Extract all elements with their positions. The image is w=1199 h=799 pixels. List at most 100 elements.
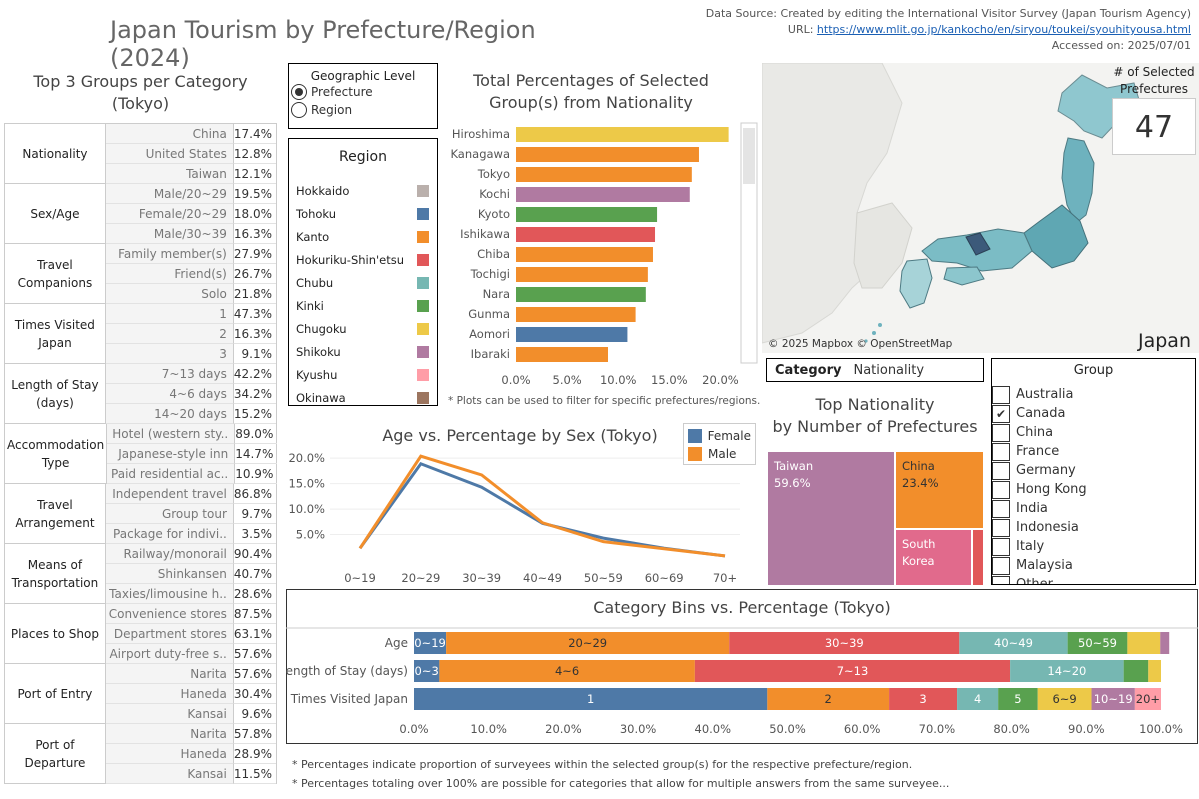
top3-row[interactable]: Package for indivi.. 3.5% (105, 524, 276, 544)
bins-segment[interactable] (1160, 632, 1170, 654)
region-legend-item[interactable]: Chugoku (289, 317, 437, 340)
prefecture-bar[interactable] (516, 227, 656, 242)
top3-row[interactable]: Female/20~29 18.0% (105, 204, 276, 224)
top3-row[interactable]: Shinkansen 40.7% (105, 564, 276, 584)
checkbox-empty-icon[interactable] (992, 423, 1010, 442)
top3-row[interactable]: China 17.4% (105, 124, 276, 144)
radio-region[interactable]: Region (289, 101, 437, 119)
checkbox-empty-icon[interactable] (992, 461, 1010, 480)
top3-row[interactable]: 3 9.1% (105, 344, 276, 364)
region-legend-item[interactable]: Kinki (289, 294, 437, 317)
treemap-cell-taiwan[interactable]: Taiwan 59.6% (768, 452, 894, 585)
top3-row[interactable]: Japanese-style inn 14.7% (107, 444, 278, 464)
prefecture-bar[interactable] (516, 267, 648, 282)
checkbox-empty-icon[interactable] (992, 385, 1010, 404)
bins-segment[interactable] (1067, 632, 1128, 654)
region-legend-item[interactable]: Okinawa (289, 386, 437, 409)
source-url-link[interactable]: https://www.mlit.go.jp/kankocho/en/siryo… (816, 23, 1191, 36)
top3-row[interactable]: 7~13 days 42.2% (105, 364, 276, 384)
prefecture-bar[interactable] (516, 347, 608, 362)
group-checkbox-item[interactable]: Australia (992, 385, 1195, 404)
checkbox-empty-icon[interactable] (992, 480, 1010, 499)
prefecture-bar[interactable] (516, 327, 628, 342)
top3-row[interactable]: United States 12.8% (105, 144, 276, 164)
nationality-treemap[interactable]: Taiwan 59.6% China 23.4% South Korea (768, 452, 983, 585)
bins-segment[interactable] (1037, 688, 1092, 710)
group-checkbox-item[interactable]: Indonesia (992, 518, 1195, 537)
group-checkbox-item[interactable]: Italy (992, 537, 1195, 556)
group-checkbox-item[interactable]: Hong Kong (992, 480, 1195, 499)
top3-row[interactable]: Family member(s) 27.9% (105, 244, 276, 264)
top3-row[interactable]: 4~6 days 34.2% (105, 384, 276, 404)
bins-segment[interactable] (1091, 688, 1135, 710)
region-legend-item[interactable]: Shikoku (289, 340, 437, 363)
top3-row[interactable]: Kansai 9.6% (105, 704, 276, 724)
bins-segment[interactable] (957, 688, 999, 710)
prefecture-bar-chart[interactable]: Hiroshima Kanagawa Tokyo Kochi Kyoto Ishikawa… (440, 118, 760, 393)
treemap-cell-china[interactable]: China 23.4% (896, 452, 983, 528)
treemap-cell-other[interactable] (973, 530, 983, 585)
bins-segment[interactable] (1123, 660, 1149, 682)
checkbox-empty-icon[interactable] (992, 537, 1010, 556)
prefecture-bar[interactable] (516, 127, 729, 142)
top3-row[interactable]: Department stores 63.1% (105, 624, 276, 644)
prefecture-bar[interactable] (516, 167, 692, 182)
bins-segment[interactable] (414, 632, 447, 654)
region-legend-item[interactable]: Tohoku (289, 202, 437, 225)
group-checkbox-item[interactable]: Malaysia (992, 556, 1195, 575)
bins-segment[interactable] (694, 660, 1011, 682)
top3-row[interactable]: Group tour 9.7% (105, 504, 276, 524)
category-bins-chart[interactable]: Age 0~19 20~29 30~39 40~49 50~59 Length of Sta… (286, 620, 1198, 742)
region-legend-item[interactable]: Kyushu (289, 363, 437, 386)
group-checkbox-item[interactable]: ✔ Canada (992, 404, 1195, 423)
prefecture-bar[interactable] (516, 207, 658, 222)
group-checkbox-item[interactable]: Germany (992, 461, 1195, 480)
bins-segment[interactable] (959, 632, 1068, 654)
bins-segment[interactable] (1010, 660, 1124, 682)
prefecture-bar[interactable] (516, 307, 636, 322)
group-checkbox-item[interactable]: India (992, 499, 1195, 518)
prefecture-bar[interactable] (516, 247, 653, 262)
top3-row[interactable]: Kansai 11.5% (105, 764, 276, 784)
top3-row[interactable]: Paid residential ac.. 10.9% (107, 464, 278, 484)
prefecture-bar[interactable] (516, 147, 699, 162)
bins-segment[interactable] (767, 688, 890, 710)
group-checkbox-item[interactable]: France (992, 442, 1195, 461)
bins-segment[interactable] (889, 688, 958, 710)
line-series-male[interactable] (358, 454, 726, 558)
bar-scrollbar-thumb[interactable] (743, 128, 755, 184)
top3-row[interactable]: Male/30~39 16.3% (105, 224, 276, 244)
prefecture-bar[interactable] (516, 187, 690, 202)
bins-segment[interactable] (1134, 688, 1161, 710)
top3-row[interactable]: Independent travel 86.8% (105, 484, 276, 504)
top3-row[interactable]: Friend(s) 26.7% (105, 264, 276, 284)
top3-row[interactable]: Narita 57.8% (105, 724, 276, 744)
bins-segment[interactable] (414, 660, 440, 682)
radio-prefecture[interactable]: Prefecture (289, 83, 437, 101)
prefecture-bar[interactable] (516, 287, 646, 302)
bins-segment[interactable] (439, 660, 695, 682)
top3-row[interactable]: Narita 57.6% (105, 664, 276, 684)
checkbox-empty-icon[interactable] (992, 499, 1010, 518)
age-sex-line-chart[interactable]: 5.0% 10.0% 15.0% 20.0% 0~19 20~29 30~39 40~49 50… (285, 418, 755, 588)
checkbox-empty-icon[interactable] (992, 575, 1010, 584)
top3-row[interactable]: Male/20~29 19.5% (105, 184, 276, 204)
line-series-female[interactable] (358, 461, 726, 558)
legend-female[interactable]: Female (688, 427, 751, 445)
legend-male[interactable]: Male (688, 445, 751, 463)
checkbox-checked-icon[interactable]: ✔ (992, 404, 1010, 423)
category-selector[interactable]: Category Nationality (766, 358, 984, 382)
bins-segment[interactable] (1148, 660, 1161, 682)
checkbox-empty-icon[interactable] (992, 518, 1010, 537)
bins-segment[interactable] (1127, 632, 1161, 654)
top3-row[interactable]: Solo 21.8% (105, 284, 276, 304)
bins-segment[interactable] (414, 688, 768, 710)
top3-row[interactable]: 2 16.3% (105, 324, 276, 344)
top3-row[interactable]: Hotel (western sty.. 89.0% (107, 424, 278, 444)
top3-row[interactable]: Taiwan 12.1% (105, 164, 276, 184)
bins-segment[interactable] (729, 632, 960, 654)
top3-row[interactable]: Haneda 30.4% (105, 684, 276, 704)
region-legend-item[interactable]: Hokuriku-Shin'etsu (289, 248, 437, 271)
top3-row[interactable]: 14~20 days 15.2% (105, 404, 276, 424)
top3-row[interactable]: Convenience stores 87.5% (105, 604, 276, 624)
